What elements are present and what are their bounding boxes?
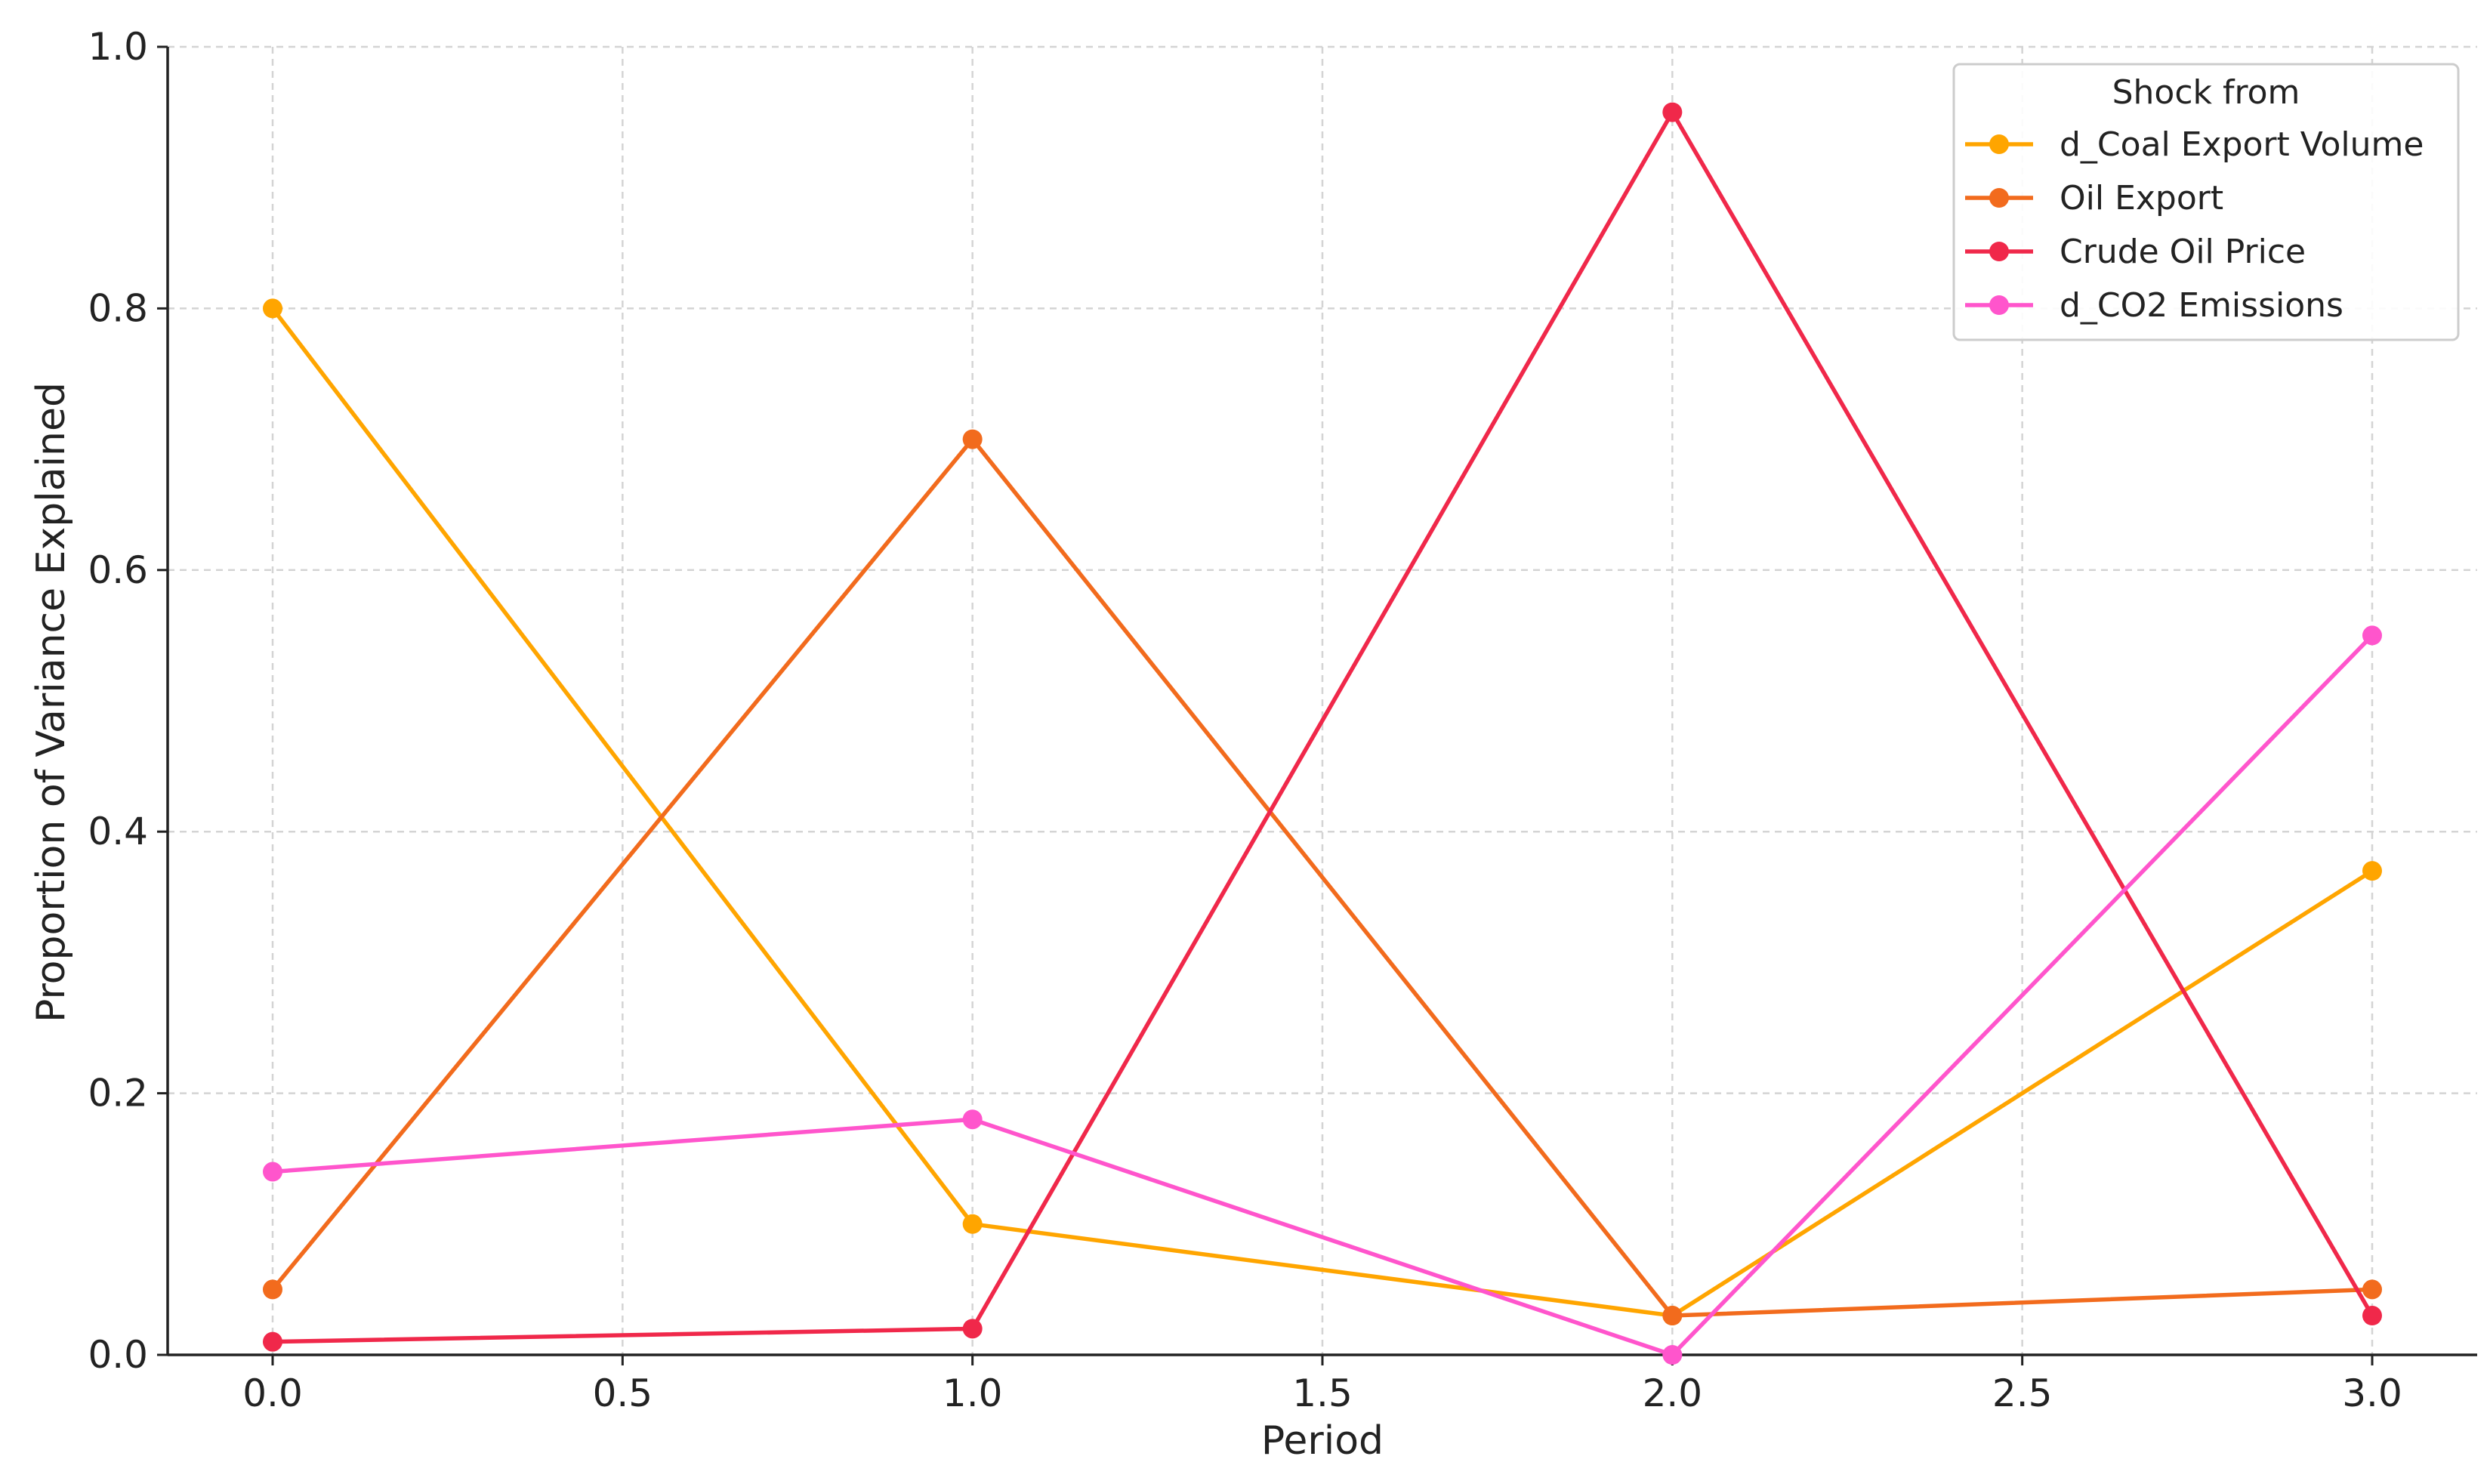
x-tick-label: 2.0 [1643, 1371, 1703, 1415]
data-point [263, 298, 282, 319]
legend-marker [1989, 134, 2009, 154]
x-tick-label: 0.5 [593, 1371, 653, 1415]
data-point [1662, 1345, 1683, 1365]
data-point [2362, 625, 2382, 646]
data-point [263, 1279, 282, 1300]
legend-label: d_CO2 Emissions [2060, 286, 2343, 325]
data-point [962, 1109, 983, 1130]
x-tick-label: 1.0 [943, 1371, 1003, 1415]
data-point [962, 1319, 983, 1339]
x-tick-label: 2.5 [1992, 1371, 2053, 1415]
legend-marker [1989, 188, 2009, 208]
series-1 [263, 429, 2382, 1326]
data-point [263, 1162, 282, 1182]
series-line [270, 307, 2374, 1318]
legend-marker [1989, 242, 2009, 261]
x-tick-label: 3.0 [2342, 1371, 2402, 1415]
series-line [272, 110, 2374, 1344]
y-tick-label: 1.0 [88, 25, 148, 69]
series-line [272, 634, 2374, 1357]
legend-frame [1952, 63, 2460, 341]
series-lines [263, 102, 2382, 1365]
x-tick-label: 0.0 [242, 1371, 303, 1415]
y-tick-label: 0.6 [88, 548, 148, 592]
data-point [2362, 1279, 2382, 1300]
y-tick-label: 0.4 [88, 810, 148, 853]
y-tick-label: 0.0 [88, 1333, 148, 1377]
legend-item: Crude Oil Price [1965, 233, 2306, 271]
series-2 [263, 102, 2382, 1352]
data-point [1662, 1306, 1683, 1326]
series-3 [263, 625, 2382, 1365]
data-point [2362, 1306, 2382, 1326]
tick-labels: 0.0 0.5 1.0 1.5 2.0 2.5 3.0 0.0 0.2 0.4 0.6 0.8 1.0 [88, 25, 2402, 1415]
data-point [263, 1331, 282, 1352]
x-tick-label: 1.5 [1292, 1371, 1353, 1415]
y-tick-label: 0.8 [88, 286, 148, 330]
legend-item: d_CO2 Emissions [1965, 286, 2343, 325]
legend-label: d_Coal Export Volume [2060, 125, 2424, 164]
legend-item: d_Coal Export Volume [1965, 125, 2424, 164]
legend-title: Shock from [2112, 73, 2300, 112]
data-point [962, 429, 983, 449]
legend: Shock from d_Coal Export Volume Oil Expor… [1952, 63, 2460, 341]
data-point [2362, 861, 2382, 881]
y-tick-label: 0.2 [88, 1072, 148, 1115]
y-axis-label: Proportion of Variance Explained [29, 382, 74, 1023]
legend-item: Oil Export [1965, 179, 2223, 218]
legend-label: Crude Oil Price [2060, 233, 2306, 271]
series-line [270, 437, 2373, 1318]
data-point [962, 1214, 983, 1234]
axes [157, 45, 2477, 1365]
x-axis-label: Period [1261, 1418, 1384, 1464]
data-point [1662, 102, 1683, 122]
legend-label: Oil Export [2060, 179, 2223, 218]
legend-marker [1989, 295, 2009, 315]
